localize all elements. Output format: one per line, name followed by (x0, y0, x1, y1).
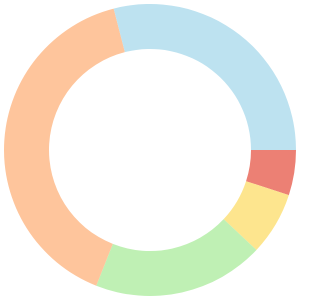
donut-segment (246, 150, 296, 196)
donut-segment (223, 181, 289, 250)
donut-segment (3, 8, 125, 286)
chart (3, 4, 296, 296)
donut-segment (113, 4, 296, 151)
donut-segment (96, 219, 257, 296)
